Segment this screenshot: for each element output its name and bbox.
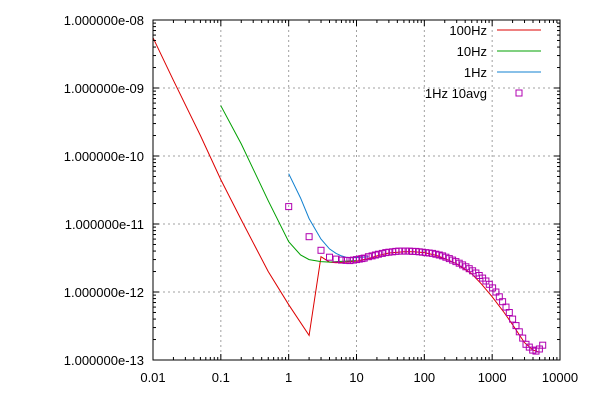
- data-point: [374, 250, 382, 258]
- data-point: [342, 256, 350, 264]
- x-axis-tick-labels: 0.01 0.1 1 10 100 1000 10000: [140, 370, 578, 385]
- data-point: [338, 256, 345, 264]
- legend: 100Hz 10Hz 1Hz 1Hz 10avg: [425, 23, 541, 101]
- axis-ticks: [152, 19, 561, 361]
- legend-label: 1Hz: [464, 65, 487, 80]
- grid-lines: [153, 20, 560, 360]
- series-1hz-10avg: [285, 203, 547, 355]
- legend-item-10hz: 10Hz: [457, 44, 541, 59]
- legend-label: 10Hz: [457, 44, 487, 59]
- x-tick-label: 0.01: [140, 370, 165, 385]
- y-tick-label: 1.000000e-13: [64, 353, 144, 368]
- legend-label: 100Hz: [449, 23, 487, 38]
- legend-item-1hz: 1Hz: [464, 65, 541, 80]
- legend-item-100hz: 100Hz: [449, 23, 541, 38]
- x-tick-label: 10000: [542, 370, 578, 385]
- series-10hz: [220, 105, 357, 263]
- y-axis-tick-labels: 1.000000e-13 1.000000e-12 1.000000e-11 1.00…: [64, 13, 144, 368]
- x-tick-label: 1: [285, 370, 292, 385]
- data-point: [326, 253, 333, 261]
- series-line-10hz: [220, 105, 357, 263]
- data-point: [539, 341, 547, 349]
- y-tick-label: 1.000000e-11: [65, 217, 144, 232]
- y-tick-label: 1.000000e-09: [64, 81, 144, 96]
- data-point: [512, 322, 520, 330]
- series-layer: [152, 37, 547, 355]
- data-point: [385, 248, 393, 256]
- series-100hz: [152, 37, 540, 353]
- data-point: [505, 309, 513, 316]
- data-point: [285, 203, 293, 211]
- y-tick-label: 1.000000e-10: [64, 149, 144, 164]
- data-point: [360, 254, 368, 262]
- data-point: [332, 255, 340, 263]
- data-point: [364, 253, 372, 261]
- legend-label: 1Hz 10avg: [425, 86, 487, 101]
- data-point: [317, 246, 325, 254]
- legend-item-1hz-10avg: 1Hz 10avg: [425, 86, 523, 101]
- x-tick-label: 1000: [478, 370, 507, 385]
- legend-swatch: [515, 89, 523, 97]
- data-point: [305, 233, 313, 241]
- data-point: [402, 247, 410, 255]
- x-tick-label: 0.1: [212, 370, 230, 385]
- x-tick-label: 10: [349, 370, 363, 385]
- x-tick-label: 100: [413, 370, 435, 385]
- series-line-100hz: [152, 37, 540, 353]
- y-tick-label: 1.000000e-12: [64, 285, 144, 300]
- y-tick-label: 1.000000e-08: [64, 13, 144, 28]
